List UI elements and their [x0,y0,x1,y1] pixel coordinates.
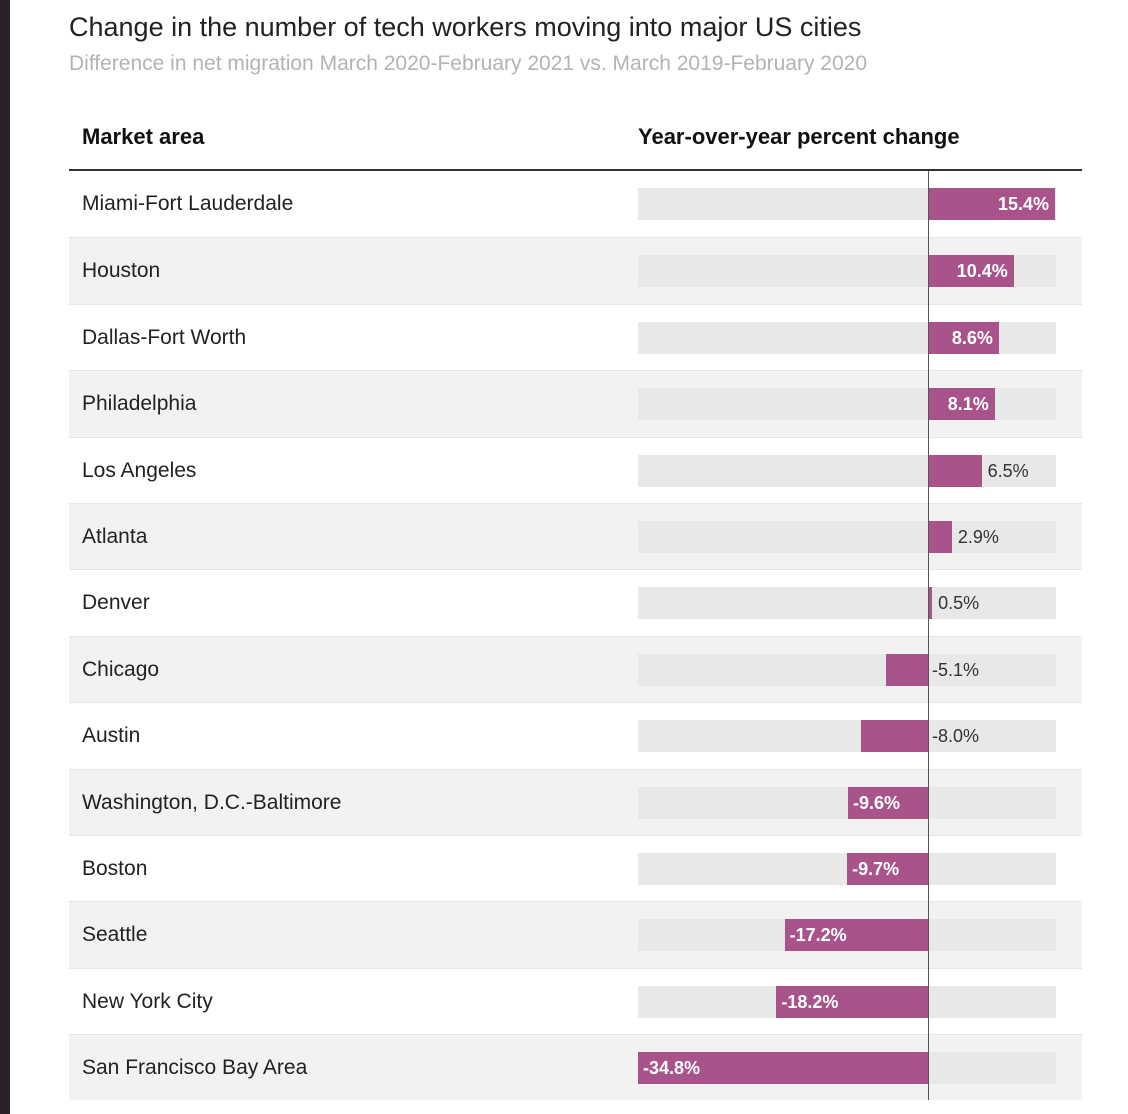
table-row: Denver 0.5% [69,569,1082,635]
bar [848,786,928,819]
market-label: New York City [82,989,213,1013]
table-row: San Francisco Bay Area -34.8% [69,1034,1082,1101]
column-header-market: Market area [82,124,205,149]
bar-track: -9.7% [638,852,1056,885]
header-rule [69,169,1082,171]
bar [847,852,928,885]
market-label: Chicago [82,657,160,681]
table-row: Seattle -17.2% [69,901,1082,968]
table-row: Atlanta 2.9% [69,502,1082,570]
value-label: -9.6% [853,792,901,813]
market-label: Austin [82,724,141,748]
value-label: 10.4% [956,261,1008,282]
value-label: 8.1% [947,394,989,415]
table-row: Los Angeles 6.5% [69,436,1082,503]
bar-track: -8.0% [638,720,1056,753]
column-header-percent-change: Year-over-year percent change [638,124,960,149]
table-row: Boston -9.7% [69,834,1082,901]
bar [928,188,1055,220]
value-label: -8.0% [932,726,980,747]
bar-track: -9.6% [638,786,1056,819]
market-label: Houston [82,259,161,283]
value-label: -5.1% [932,659,980,680]
bar [928,388,995,421]
value-label: -34.8% [643,1058,701,1079]
bar-track: -5.1% [638,653,1056,686]
value-label: 8.6% [951,327,993,348]
bar [861,720,928,753]
table-row: Austin -8.0% [69,702,1082,768]
chart-title: Change in the number of tech workers mov… [69,12,862,42]
bar [928,321,999,354]
bar-track: -18.2% [638,985,1056,1018]
market-label: Los Angeles [82,458,197,482]
market-label: Seattle [82,923,148,947]
bar-track: 10.4% [638,255,1056,288]
bar-track: 15.4% [638,188,1056,220]
value-label: -17.2% [789,925,847,946]
market-label: Washington, D.C.-Baltimore [82,790,342,814]
table-row: Washington, D.C.-Baltimore -9.6% [69,768,1082,835]
bar-track: 0.5% [638,587,1056,620]
bar-track: 6.5% [638,454,1056,487]
zero-axis-line [928,171,929,1100]
market-label: Atlanta [82,524,148,548]
market-label: Miami-Fort Lauderdale [82,192,294,215]
bar-track: 8.6% [638,321,1056,354]
table-row: Philadelphia 8.1% [69,370,1082,437]
bar [784,919,928,952]
table-row: Miami-Fort Lauderdale 15.4% [69,171,1082,237]
bar [776,985,928,1018]
market-label: Boston [82,856,148,880]
table-row: Houston 10.4% [69,237,1082,304]
bar [885,653,928,686]
value-label: 15.4% [997,194,1049,214]
bar-track: -17.2% [638,919,1056,952]
table-row: Chicago -5.1% [69,635,1082,703]
value-label: -9.7% [852,858,900,879]
bar-track: 2.9% [638,520,1056,553]
market-label: Philadelphia [82,392,197,416]
chart-card: Change in the number of tech workers mov… [10,0,1128,1114]
market-label: Dallas-Fort Worth [82,325,247,349]
bar-track: -34.8% [638,1052,1056,1085]
value-label: -18.2% [781,991,839,1012]
table-row: Dallas-Fort Worth 8.6% [69,303,1082,370]
bar [928,255,1014,288]
table-row: New York City -18.2% [69,967,1082,1034]
bar [928,454,982,487]
market-label: San Francisco Bay Area [82,1056,308,1080]
bar [928,520,952,553]
chart-subtitle: Difference in net migration March 2020-F… [69,52,868,75]
bar [638,1052,928,1085]
bar [928,587,933,620]
chart-rows: Miami-Fort Lauderdale 15.4% Houston 10.4% Da… [69,171,1082,1101]
value-label: 2.9% [957,526,999,547]
bar-track: 8.1% [638,388,1056,421]
value-label: 6.5% [987,460,1029,481]
market-label: Denver [82,591,150,615]
value-label: 0.5% [938,593,980,614]
